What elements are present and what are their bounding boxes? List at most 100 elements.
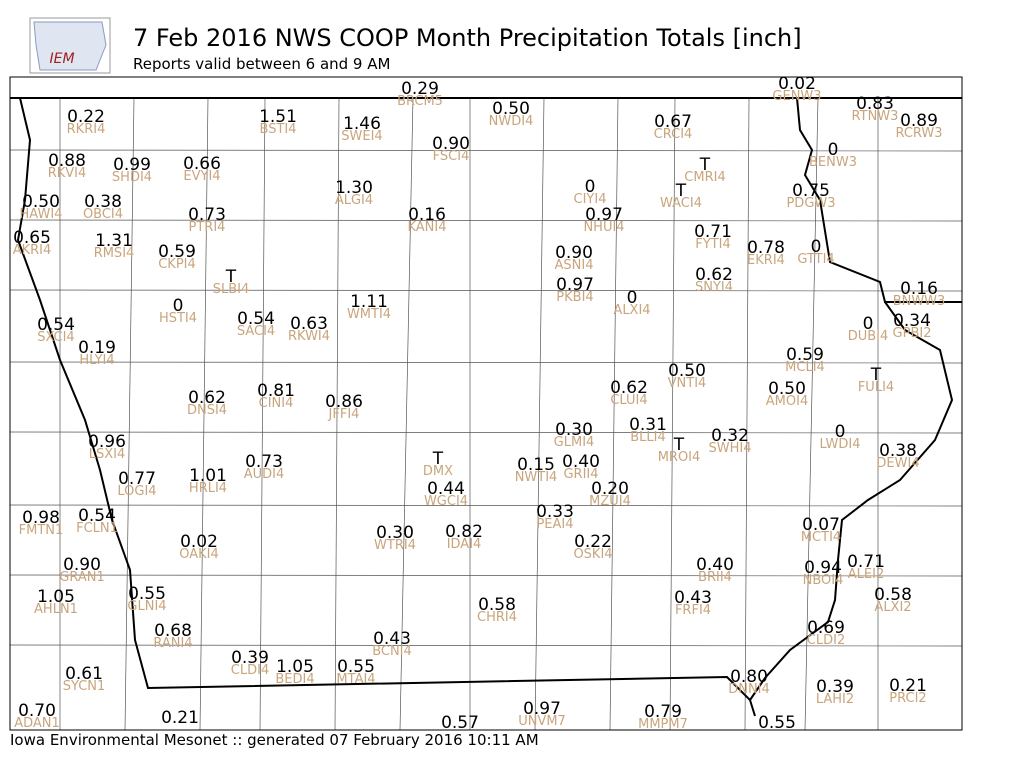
footer: Iowa Environmental Mesonet :: generated … <box>10 731 539 749</box>
station-id: IDAI4 <box>447 537 482 552</box>
station-id: DEWI4 <box>876 456 919 471</box>
station-value: 0.77 <box>118 469 156 489</box>
station-id: BRCM5 <box>397 94 443 109</box>
station-id: SHDI4 <box>112 170 152 185</box>
station-value: 0.34 <box>893 311 931 331</box>
station-id: WMTI4 <box>347 307 391 322</box>
station-value: 0.97 <box>556 275 594 295</box>
station-id: AKRI4 <box>13 243 52 258</box>
county-line <box>744 97 750 730</box>
station-value: 0.57 <box>441 713 479 733</box>
station-id: CHRI4 <box>477 610 517 625</box>
station-value: 0.21 <box>889 676 927 696</box>
station-id: GRII4 <box>563 467 598 482</box>
logo-text: IEM <box>49 51 74 67</box>
station-id: AMOI4 <box>766 394 808 409</box>
station-id: HAWI4 <box>20 207 63 222</box>
station-value: 0.96 <box>88 432 126 452</box>
station-value: 0.63 <box>290 314 328 334</box>
station-id: GLMI4 <box>554 435 595 450</box>
station-value: 0.73 <box>245 452 283 472</box>
station-id: RKRI4 <box>67 122 106 137</box>
logo: IEM <box>29 17 111 74</box>
station-value: 0.90 <box>432 134 470 154</box>
county-line <box>124 97 135 730</box>
station-value: 0.90 <box>63 555 101 575</box>
county-line <box>804 97 819 730</box>
station-id: HRLI4 <box>189 481 227 496</box>
station-id: HSTI4 <box>159 311 197 326</box>
station-value: 0.73 <box>188 205 226 225</box>
station-id: NBOI4 <box>803 573 844 588</box>
county-lines <box>10 97 962 730</box>
station-value: 0.40 <box>696 555 734 575</box>
station-value: 0.61 <box>65 664 103 684</box>
station-id: FSCI4 <box>433 149 470 164</box>
station-value: 0.54 <box>78 506 116 526</box>
station-id: WGCI4 <box>424 494 468 509</box>
station-value: 0.55 <box>758 713 796 733</box>
station-value: 1.05 <box>276 657 314 677</box>
station-value: 0.29 <box>401 79 439 99</box>
station-id: MTAI4 <box>336 672 375 687</box>
station-id: BCNI4 <box>372 644 412 659</box>
station-id: RCRW3 <box>895 126 942 141</box>
logo-shape <box>33 21 107 71</box>
station-value: 0.21 <box>161 708 199 728</box>
station-id: GENW3 <box>772 89 821 104</box>
station-value: 0.66 <box>183 154 221 174</box>
station-id: CMRI4 <box>684 170 725 185</box>
station-value: 0 <box>811 237 822 257</box>
station-value: 0.54 <box>37 315 75 335</box>
station-id: SXCI4 <box>37 330 74 345</box>
station-value: 1.30 <box>335 178 373 198</box>
station-value: 0.38 <box>879 441 917 461</box>
station-value: T <box>699 155 711 175</box>
station-value: 0.82 <box>445 522 483 542</box>
station-value: 0.62 <box>610 378 648 398</box>
station-id: ALGI4 <box>335 193 373 208</box>
station-value: T <box>673 435 685 455</box>
station-value: 0.62 <box>695 265 733 285</box>
station-value: 0 <box>627 288 638 308</box>
station-value: 0.90 <box>555 243 593 263</box>
station-id: RTNW3 <box>852 109 899 124</box>
station-id: SNYI4 <box>695 280 733 295</box>
station-value: 0.55 <box>337 657 375 677</box>
station-id: ASNI4 <box>555 258 594 273</box>
station-value: 1.01 <box>189 466 227 486</box>
station-id: PKBI4 <box>556 290 593 305</box>
county-line <box>669 97 676 730</box>
